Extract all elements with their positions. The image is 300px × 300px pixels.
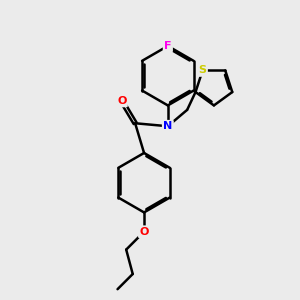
Text: O: O: [117, 96, 127, 106]
Text: F: F: [164, 41, 172, 51]
Text: O: O: [140, 227, 149, 237]
Text: N: N: [163, 121, 172, 131]
Text: S: S: [199, 65, 206, 76]
